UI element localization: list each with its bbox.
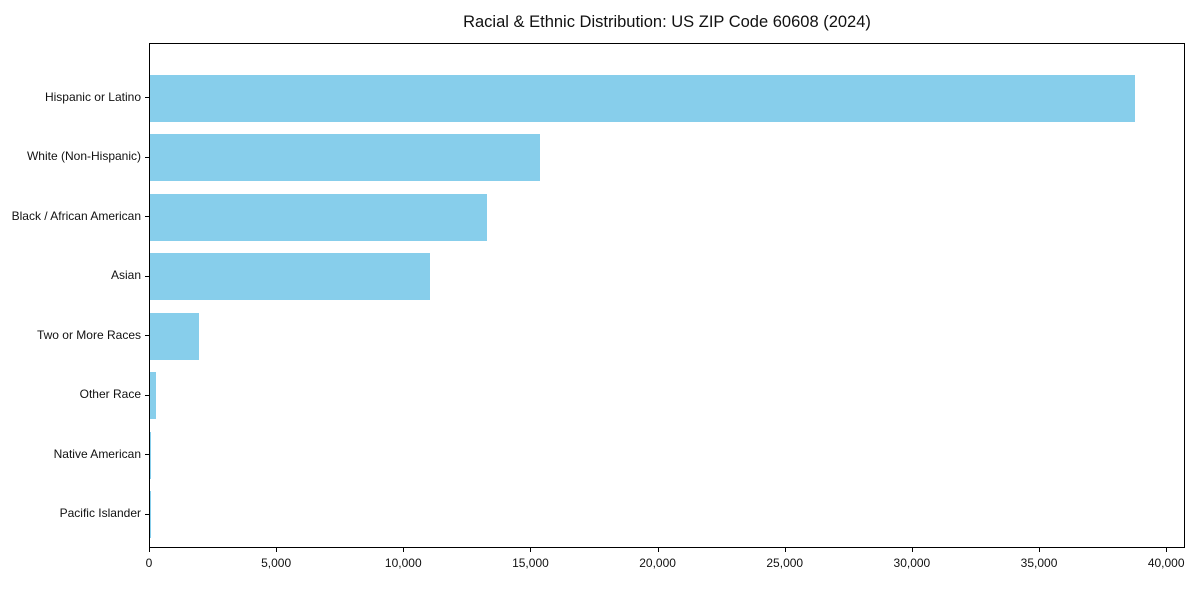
x-axis-tick-label: 30,000: [893, 556, 931, 570]
x-tick-mark: [784, 548, 786, 552]
x-axis-tick-label: 5,000: [261, 556, 292, 570]
x-axis-tick-label: 35,000: [1020, 556, 1058, 570]
y-tick-mark: [145, 335, 149, 336]
y-axis-label-hispanic-or-latino: Hispanic or Latino: [44, 89, 141, 104]
plot-area: [149, 43, 1185, 548]
bar-asian: [150, 253, 430, 300]
bar-two-or-more-races: [150, 312, 200, 360]
bar-white-non-hispanic: [150, 134, 540, 181]
x-axis-tick-label: 20,000: [639, 556, 676, 570]
y-axis-label-two-or-more-races: Two or More Races: [36, 327, 141, 342]
bar-other-race: [150, 372, 156, 419]
x-tick-mark: [149, 548, 150, 552]
x-tick-mark: [1166, 548, 1168, 552]
y-tick-mark: [145, 513, 149, 515]
y-tick-mark: [145, 97, 149, 98]
bar-black-african-american: [150, 193, 487, 241]
x-axis-tick-label: 15,000: [512, 556, 549, 570]
x-axis-tick-label: 10,000: [384, 556, 422, 570]
x-tick-mark: [657, 548, 659, 552]
x-tick-mark: [276, 548, 278, 552]
y-tick-mark: [145, 275, 149, 277]
x-axis-tick-label: 40,000: [1147, 556, 1185, 570]
y-tick-mark: [145, 156, 149, 158]
x-tick-mark: [403, 548, 405, 552]
x-axis-tick-label: 25,000: [766, 556, 804, 570]
y-tick-mark: [145, 216, 149, 217]
y-axis-label-pacific-islander: Pacific Islander: [59, 506, 141, 520]
x-axis-tick-label: 0: [145, 556, 153, 570]
y-tick-mark: [145, 394, 149, 396]
x-tick-mark: [1039, 548, 1041, 552]
y-axis-label-other-race: Other Race: [79, 387, 141, 401]
x-tick-mark: [530, 548, 532, 552]
y-axis-label-native-american: Native American: [53, 446, 141, 461]
bar-hispanic-or-latino: [150, 74, 1135, 122]
y-axis-label-asian: Asian: [110, 268, 141, 282]
chart-title: Racial & Ethnic Distribution: US ZIP Cod…: [463, 13, 871, 31]
y-axis-label-black-african-american: Black / African American: [11, 208, 141, 223]
y-axis-label-white-non-hispanic: White (Non-Hispanic): [26, 149, 141, 163]
y-tick-mark: [145, 454, 149, 455]
bar-native-american: [150, 431, 151, 479]
x-tick-mark: [911, 548, 913, 552]
